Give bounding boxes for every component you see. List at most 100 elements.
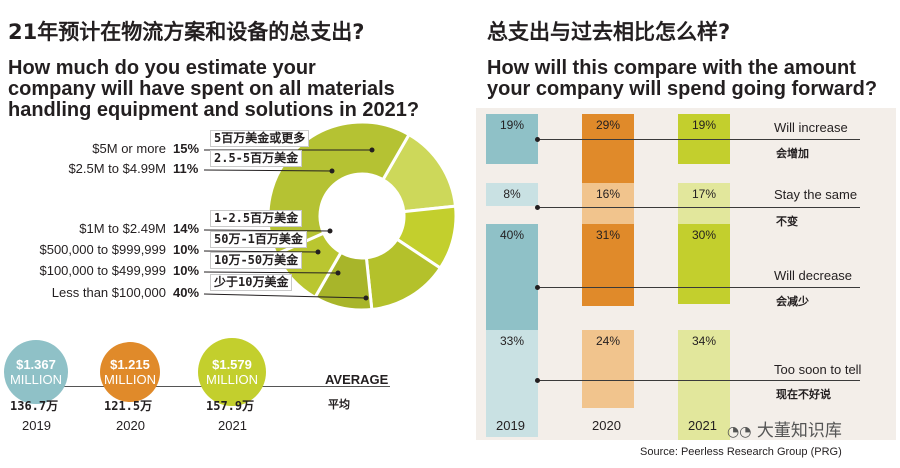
option-dot-3	[535, 377, 540, 383]
legend-label-3: $500,000 to $999,999	[39, 242, 166, 257]
option-label-cn-2: 会减少	[776, 295, 809, 308]
legend-leader-4	[203, 271, 339, 274]
right-title-cn: 总支出与过去相比怎么样?	[487, 20, 731, 44]
option-dot-2	[535, 284, 540, 290]
left-title-en-line1: How much do you estimate your	[8, 57, 316, 79]
bar-2019-2: 40%	[486, 224, 538, 330]
legend-leader-1	[203, 169, 333, 172]
average-cn-2019: 136.7万	[10, 399, 59, 413]
watermark: ◔◔ 大董知识库	[727, 416, 842, 441]
bar-label: 17%	[691, 187, 717, 201]
legend-dot-4	[335, 270, 341, 276]
right-title-en-line1: How will this compare with the amount	[487, 57, 856, 79]
legend-cn-3: 50万-1百万美金	[210, 231, 307, 248]
legend-cn-5: 少于10万美金	[210, 274, 293, 291]
average-unit: MILLION	[9, 371, 62, 387]
bar-2019-3: 33%	[486, 330, 538, 437]
average-circle-text: $1.215 MILLION	[100, 357, 161, 387]
average-circle-text: $1.579 MILLION	[198, 357, 266, 387]
average-circle-2020: $1.215 MILLION	[99, 341, 161, 403]
bar-label: 31%	[595, 228, 621, 242]
average-unit: MILLION	[103, 371, 156, 387]
legend-label-4: $100,000 to $499,999	[39, 263, 166, 278]
average-unit: MILLION	[205, 372, 258, 387]
bar-2021-3: 34%	[678, 330, 730, 440]
bar-2021-2: 30%	[678, 224, 730, 304]
average-label: AVERAGE	[325, 372, 389, 387]
average-cn-2020: 121.5万	[104, 399, 153, 413]
option-label-cn-1: 不变	[776, 215, 798, 228]
legend-dot-1	[329, 168, 335, 174]
bar-label: 34%	[691, 334, 717, 348]
legend-label-1: $2.5M to $4.99M	[68, 161, 166, 176]
year-label-2019: 2019	[496, 418, 525, 433]
bar-label: 29%	[595, 118, 621, 132]
left-title-en-line3: handling equipment and solutions in 2021…	[8, 99, 420, 121]
bar-2019-0: 19%	[486, 114, 538, 164]
bar-2020-0: 29%	[582, 114, 634, 190]
legend-leader-5	[203, 293, 367, 299]
average-year-2020: 2020	[116, 418, 145, 433]
wechat-icon: ◔◔	[727, 424, 752, 440]
option-dot-0	[535, 136, 540, 142]
bar-label: 19%	[499, 118, 525, 132]
option-label-cn-0: 会增加	[776, 147, 809, 160]
legend-pct-4: 10%	[173, 263, 200, 278]
year-label-2020: 2020	[592, 418, 621, 433]
bar-2020-2: 31%	[582, 224, 634, 307]
source-note: Source: Peerless Research Group (PRG)	[640, 446, 842, 458]
option-label-cn-3: 现在不好说	[776, 388, 831, 401]
watermark-text: 大董知识库	[756, 421, 842, 441]
legend-dot-3	[315, 249, 321, 255]
average-year-2021: 2021	[218, 418, 247, 433]
bar-label: 24%	[595, 334, 621, 348]
bar-label: 40%	[499, 228, 525, 242]
legend-pct-1: 11%	[173, 161, 199, 176]
legend-cn-0: 5百万美金或更多	[210, 130, 310, 147]
bar-label: 33%	[499, 334, 525, 348]
left-title-en-line2: company will have spent on all materials	[8, 78, 395, 100]
donut-slice-5	[266, 120, 412, 257]
legend-label-0: $5M or more	[92, 141, 166, 156]
legend-leader-2	[203, 229, 331, 232]
average-circle-2019: $1.367 MILLION	[4, 340, 68, 404]
bar-label: 19%	[691, 118, 717, 132]
bar-label: 8%	[503, 187, 521, 201]
legend-pct-3: 10%	[173, 242, 200, 257]
legend-pct-0: 15%	[173, 141, 200, 156]
year-label-2021: 2021	[688, 418, 717, 433]
legend-dot-2	[327, 228, 333, 234]
legend-pct-2: 14%	[173, 221, 200, 236]
average-circle-2021: $1.579 MILLION	[198, 338, 266, 406]
option-leader-0	[538, 139, 860, 140]
average-value: $1.367	[16, 356, 56, 372]
option-label-2: Will decrease	[774, 268, 853, 283]
average-label-cn: 平均	[328, 398, 350, 411]
legend-dot-0	[369, 147, 375, 153]
legend-pct-5: 40%	[173, 285, 200, 300]
right-title-en-line2: your company will spend going forward?	[487, 78, 878, 100]
option-label-3: Too soon to tell	[774, 362, 862, 377]
bar-2020-3: 24%	[582, 330, 634, 408]
legend-label-5: Less than $100,000	[51, 285, 166, 300]
legend-cn-4: 10万-50万美金	[210, 252, 303, 269]
average-value: $1.215	[110, 356, 150, 372]
option-label-0: Will increase	[774, 120, 848, 135]
legend-cn-2: 1-2.5百万美金	[210, 210, 303, 227]
bar-label: 30%	[691, 228, 717, 242]
legend-leader-3	[203, 250, 319, 253]
average-circle-text: $1.367 MILLION	[4, 357, 68, 387]
option-leader-2	[538, 287, 860, 288]
left-title-cn: 21年预计在物流方案和设备的总支出?	[8, 20, 365, 44]
option-dot-1	[535, 204, 540, 210]
option-leader-1	[538, 207, 860, 208]
bar-2021-0: 19%	[678, 114, 730, 164]
bar-label: 16%	[595, 187, 621, 201]
average-value: $1.579	[212, 357, 252, 372]
legend-label-2: $1M to $2.49M	[79, 221, 166, 236]
option-label-1: Stay the same	[774, 187, 858, 202]
bar-2019-1: 8%	[486, 183, 538, 206]
average-cn-2021: 157.9万	[206, 399, 255, 413]
option-leader-3	[538, 380, 860, 381]
